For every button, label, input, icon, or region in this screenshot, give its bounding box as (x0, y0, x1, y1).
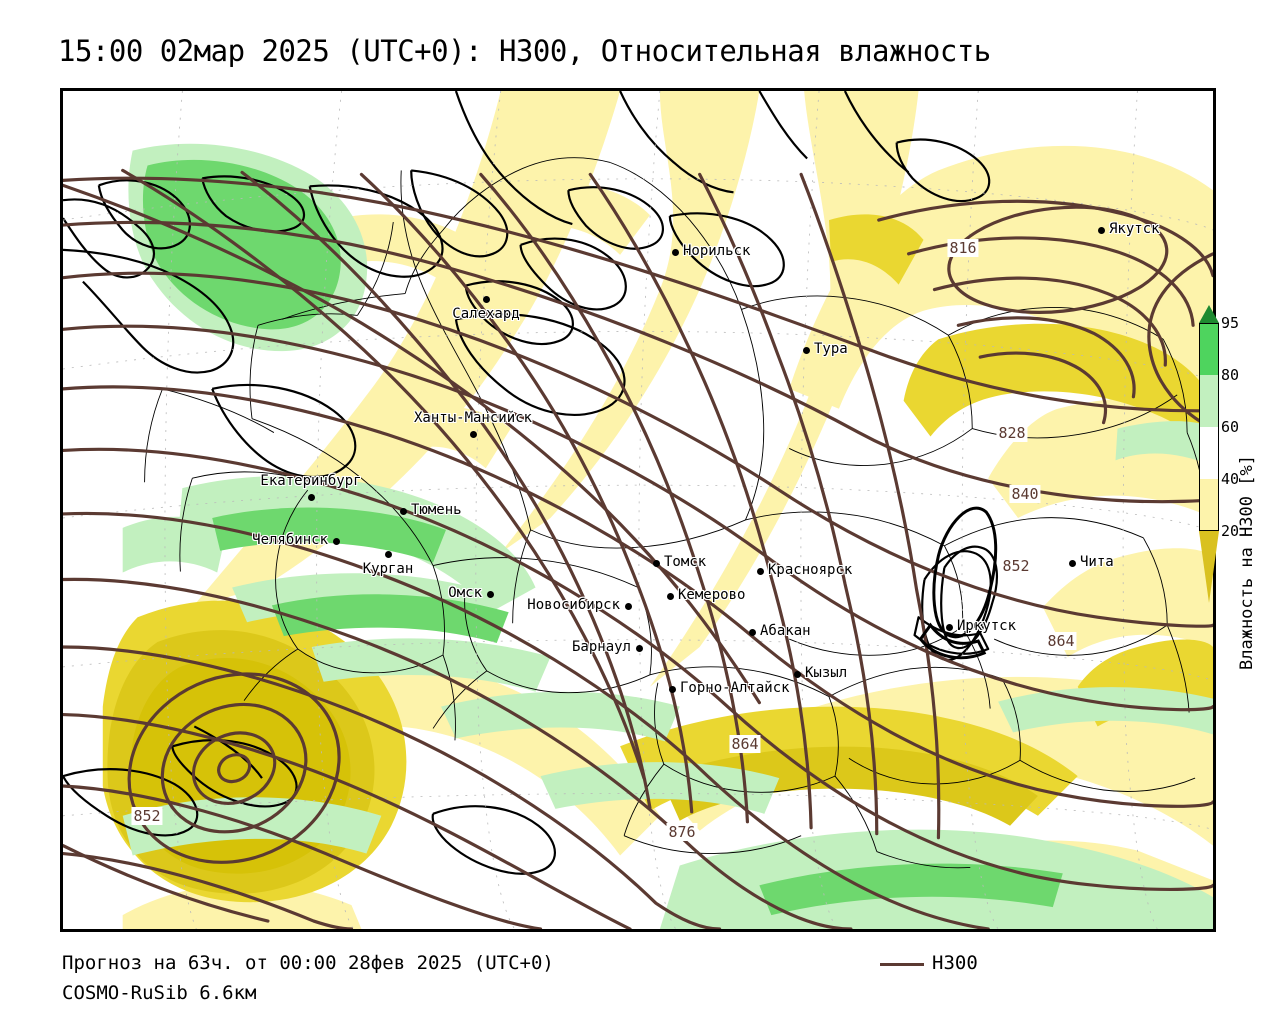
city-label: Томск (664, 554, 707, 570)
city-dot (794, 671, 801, 678)
city-label: Курган (362, 561, 414, 577)
contour-label: 840 (1009, 485, 1041, 503)
city-dot (636, 645, 643, 652)
lake-baikal (918, 506, 998, 660)
contour-label: 816 (947, 239, 979, 257)
legend-label: H300 (932, 952, 978, 974)
city-dot (308, 494, 315, 501)
city-dot (803, 347, 810, 354)
city-dot (1069, 560, 1076, 567)
contour-label: 864 (1045, 632, 1077, 650)
city-dot (653, 560, 660, 567)
contour-label: 852 (131, 807, 163, 825)
city-dot (749, 629, 756, 636)
contour-label: 864 (729, 735, 761, 753)
city-dot (1098, 227, 1105, 234)
city-dot (487, 591, 494, 598)
city-dot (333, 538, 340, 545)
city-dot (483, 296, 490, 303)
city-label: Новосибирск (527, 597, 620, 613)
contour-label: 852 (1000, 557, 1032, 575)
colorbar-tick-80: 80 (1221, 366, 1240, 384)
city-label: Якутск (1109, 221, 1160, 237)
legend-line-swatch (880, 963, 924, 966)
city-dot (400, 508, 407, 515)
humidity-colorbar: 95 80 60 40 20 (1199, 305, 1239, 603)
city-dot (672, 249, 679, 256)
city-label: Челябинск (252, 532, 328, 548)
city-dot (669, 686, 676, 693)
colorbar-band-40-60 (1199, 427, 1219, 479)
high-center-ring (947, 205, 1169, 314)
colorbar-tick-60: 60 (1221, 418, 1240, 436)
colorbar-band-20-40 (1199, 479, 1219, 531)
city-label: Салехард (452, 306, 520, 322)
colorbar-band-80-95 (1199, 323, 1219, 375)
colorbar-outline (1199, 323, 1219, 531)
low-center-rings (127, 672, 341, 864)
city-dot (385, 551, 392, 558)
colorbar-tick-95: 95 (1221, 314, 1240, 332)
colorbar-axis-title: Влажность на H300 [%] (1237, 455, 1257, 670)
city-dot (757, 568, 764, 575)
weather-map: Якутск Норильск Тура Салехард Ханты-Мансийск… (60, 88, 1216, 932)
colorbar-tick-20: 20 (1221, 522, 1240, 540)
coastline (63, 91, 999, 875)
contour-label: 828 (996, 424, 1028, 442)
page-title: 15:00 02мар 2025 (UTC+0): H300, Относите… (58, 34, 991, 68)
city-dot (667, 593, 674, 600)
city-label: Омск (448, 585, 482, 601)
city-label: Норильск (683, 243, 751, 259)
city-label: Барнаул (571, 639, 631, 655)
admin-borders (144, 157, 1206, 869)
city-label: Абакан (760, 623, 811, 639)
city-label: Кемерово (678, 587, 746, 603)
contour-label: 876 (666, 823, 698, 841)
colorbar-under-arrow (1199, 531, 1219, 603)
city-dot (946, 624, 953, 631)
forecast-info: Прогноз на 63ч. от 00:00 28фев 2025 (UTC… (62, 952, 554, 974)
city-label: Тюмень (411, 502, 462, 518)
city-label: Тура (814, 341, 848, 357)
city-label: Красноярск (768, 562, 853, 578)
city-dot (625, 603, 632, 610)
city-label: Ханты-Мансийск (413, 410, 533, 426)
colorbar-over-arrow (1199, 305, 1219, 323)
model-info: COSMO-RuSib 6.6км (62, 982, 257, 1004)
city-label: Чита (1080, 554, 1114, 570)
map-canvas (63, 91, 1213, 929)
city-dot (470, 431, 477, 438)
city-label: Кызыл (805, 665, 848, 681)
city-label: Иркутск (957, 618, 1017, 634)
colorbar-tick-40: 40 (1221, 470, 1240, 488)
city-label: Горно-Алтайск (680, 680, 790, 696)
city-label: Екатеринбург (260, 473, 362, 489)
colorbar-band-60-80 (1199, 375, 1219, 427)
